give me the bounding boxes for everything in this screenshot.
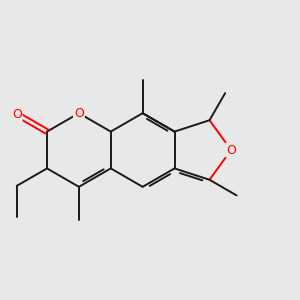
Text: O: O <box>12 108 22 121</box>
Text: O: O <box>74 107 84 120</box>
Text: O: O <box>226 143 236 157</box>
